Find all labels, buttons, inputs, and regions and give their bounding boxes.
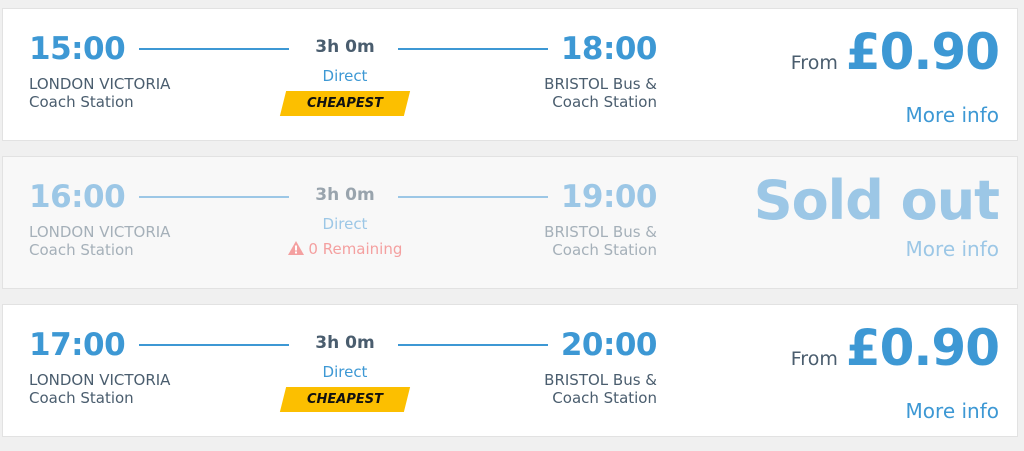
cheapest-badge: CHEAPEST (279, 91, 411, 116)
duration: 3h 0m (315, 37, 375, 57)
route-line (398, 196, 548, 198)
badge-label: CHEAPEST (306, 96, 383, 111)
departure-time: 17:00 (29, 327, 126, 363)
badge-label: CHEAPEST (306, 392, 383, 407)
route-line (398, 48, 548, 50)
more-info-link[interactable]: More info (905, 399, 999, 423)
route-line (139, 48, 289, 50)
journey-type: Direct (322, 67, 368, 85)
arrival-station: BRISTOL Bus & Coach Station (544, 75, 657, 111)
warning-triangle-icon (287, 241, 304, 255)
journey-card[interactable]: 17:00 LONDON VICTORIA Coach Station 3h 0… (2, 304, 1018, 437)
price-prefix: From (790, 52, 838, 74)
arrival-time: 20:00 (560, 327, 658, 363)
arrival-station: BRISTOL Bus & Coach Station (544, 371, 657, 407)
route-line (139, 344, 289, 346)
journey-type: Direct (322, 363, 368, 381)
price: From £0.90 (790, 319, 1000, 377)
journey-card[interactable]: 15:00 LONDON VICTORIA Coach Station 3h 0… (2, 8, 1018, 141)
price-amount: £0.90 (845, 23, 1000, 81)
route-line (139, 196, 289, 198)
duration: 3h 0m (315, 333, 375, 353)
sold-out-label: Sold out (753, 169, 1000, 232)
more-info-link[interactable]: More info (905, 103, 999, 127)
departure-station: LONDON VICTORIA Coach Station (29, 223, 171, 259)
cheapest-badge: CHEAPEST (279, 387, 411, 412)
more-info-link[interactable]: More info (905, 237, 999, 261)
price-prefix: From (790, 348, 838, 370)
duration: 3h 0m (315, 185, 375, 205)
remaining-seats: 0 Remaining (273, 240, 417, 258)
departure-time: 16:00 (29, 179, 126, 215)
arrival-station: BRISTOL Bus & Coach Station (544, 223, 657, 259)
arrival-time: 19:00 (560, 179, 658, 215)
departure-time: 15:00 (29, 31, 126, 67)
journey-type: Direct (322, 215, 368, 233)
price: From £0.90 (790, 23, 1000, 81)
arrival-time: 18:00 (560, 31, 658, 67)
departure-station: LONDON VICTORIA Coach Station (29, 75, 171, 111)
route-line (398, 344, 548, 346)
remaining-label: 0 Remaining (308, 240, 403, 258)
price-amount: £0.90 (845, 319, 1000, 377)
departure-station: LONDON VICTORIA Coach Station (29, 371, 171, 407)
journey-card-sold-out[interactable]: 16:00 LONDON VICTORIA Coach Station 3h 0… (2, 156, 1018, 289)
